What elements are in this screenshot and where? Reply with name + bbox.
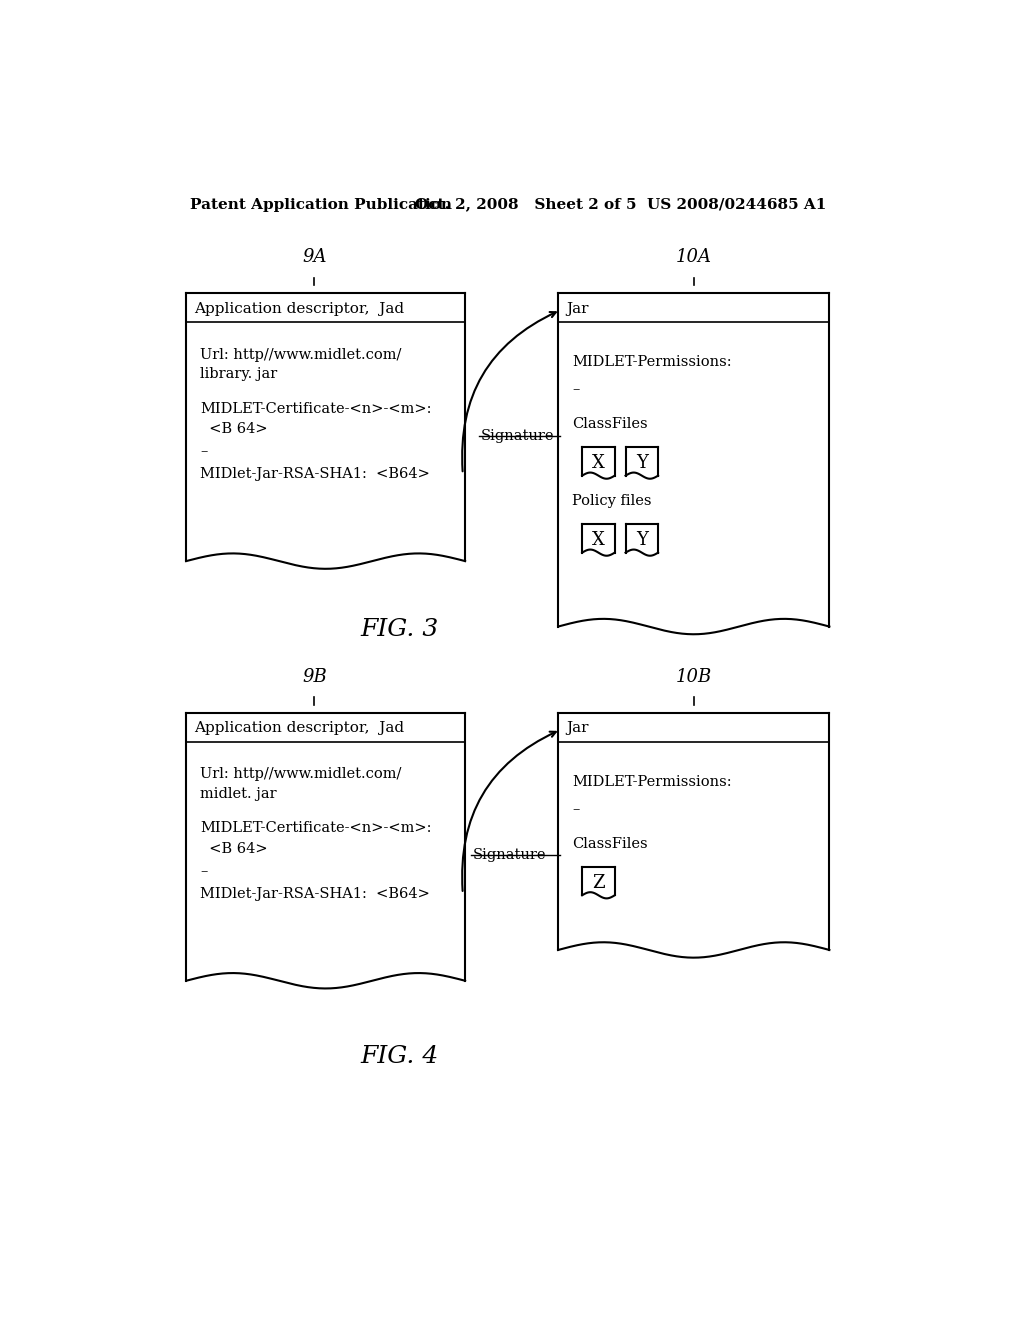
- Text: –: –: [200, 444, 208, 458]
- Text: Patent Application Publication: Patent Application Publication: [190, 198, 452, 211]
- Text: MIDlet-Jar-RSA-SHA1:  <B64>: MIDlet-Jar-RSA-SHA1: <B64>: [200, 467, 430, 480]
- Text: Url: http//www.midlet.com/: Url: http//www.midlet.com/: [200, 767, 401, 781]
- Text: Jar: Jar: [566, 301, 589, 315]
- Text: –: –: [200, 863, 208, 878]
- Text: library. jar: library. jar: [200, 367, 278, 381]
- Text: Application descriptor,  Jad: Application descriptor, Jad: [194, 301, 404, 315]
- Text: FIG. 3: FIG. 3: [360, 618, 438, 640]
- Text: <B 64>: <B 64>: [200, 422, 267, 437]
- Text: Y: Y: [636, 454, 648, 473]
- Text: <B 64>: <B 64>: [200, 842, 267, 857]
- Text: Url: http//www.midlet.com/: Url: http//www.midlet.com/: [200, 347, 401, 362]
- Text: X: X: [592, 454, 605, 473]
- Text: ClassFiles: ClassFiles: [572, 417, 648, 432]
- Text: MIDlet-Jar-RSA-SHA1:  <B64>: MIDlet-Jar-RSA-SHA1: <B64>: [200, 887, 430, 900]
- Text: Jar: Jar: [566, 721, 589, 735]
- Text: ClassFiles: ClassFiles: [572, 837, 648, 850]
- Text: MIDLET-Certificate-<n>-<m>:: MIDLET-Certificate-<n>-<m>:: [200, 401, 431, 416]
- Text: Policy files: Policy files: [572, 494, 651, 508]
- Text: 10B: 10B: [676, 668, 712, 686]
- Text: Z: Z: [592, 874, 605, 892]
- Text: midlet. jar: midlet. jar: [200, 787, 276, 801]
- Text: Signature: Signature: [480, 429, 554, 442]
- Text: Application descriptor,  Jad: Application descriptor, Jad: [194, 721, 404, 735]
- Text: FIG. 4: FIG. 4: [360, 1045, 438, 1068]
- Text: US 2008/0244685 A1: US 2008/0244685 A1: [647, 198, 826, 211]
- Text: Y: Y: [636, 532, 648, 549]
- Text: Signature: Signature: [473, 849, 547, 862]
- Text: Oct. 2, 2008   Sheet 2 of 5: Oct. 2, 2008 Sheet 2 of 5: [415, 198, 636, 211]
- Text: –: –: [572, 383, 580, 396]
- Text: X: X: [592, 532, 605, 549]
- Text: MIDLET-Permissions:: MIDLET-Permissions:: [572, 355, 732, 370]
- Text: 10A: 10A: [676, 248, 712, 267]
- Text: MIDLET-Permissions:: MIDLET-Permissions:: [572, 775, 732, 789]
- Text: MIDLET-Certificate-<n>-<m>:: MIDLET-Certificate-<n>-<m>:: [200, 821, 431, 836]
- Text: 9B: 9B: [302, 668, 327, 686]
- Text: –: –: [572, 803, 580, 816]
- Text: 9A: 9A: [302, 248, 327, 267]
